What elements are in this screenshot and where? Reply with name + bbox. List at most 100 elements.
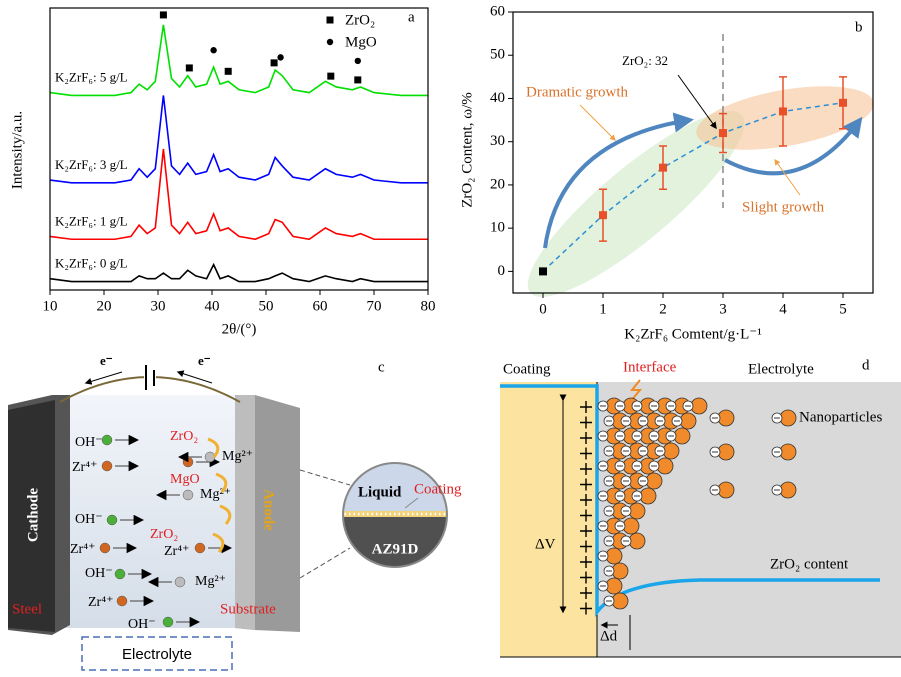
species: OH⁻ <box>75 512 103 527</box>
species: OH⁻ <box>75 435 103 450</box>
particle <box>780 482 796 498</box>
ion-ball <box>115 569 125 579</box>
y-axis-label: Intensity/a.u. <box>9 111 25 189</box>
panel-d: Coating Interface Electrolyte d Nanopart… <box>500 357 901 657</box>
marker <box>225 68 232 75</box>
particle <box>606 578 622 594</box>
x-tick-label: 5 <box>839 301 847 317</box>
series-label: K₂ZrF₆: 0 g/L <box>55 256 128 271</box>
marker <box>186 64 193 71</box>
ion-ball <box>107 515 117 525</box>
electrolyte-label: Electrolyte <box>122 646 192 663</box>
marker <box>354 76 361 83</box>
species: Mg²⁺ <box>222 449 253 464</box>
nanoparticles-label: Nanoparticles <box>799 409 882 425</box>
electron-label: e⁻ <box>100 353 113 368</box>
particle <box>680 413 696 429</box>
y-tick-label: 0 <box>498 263 506 279</box>
ion-ball <box>100 543 110 553</box>
species: Mg²⁺ <box>195 574 226 589</box>
particle <box>718 482 734 498</box>
zoom-line <box>300 548 350 578</box>
species: Zr⁴⁺ <box>88 595 113 610</box>
particle <box>606 548 622 564</box>
annotation-arrow <box>775 160 800 195</box>
series-label: K₂ZrF₆: 3 g/L <box>55 157 128 172</box>
thickness-label: Δd <box>600 628 618 644</box>
y-tick-label: 20 <box>490 176 505 192</box>
marker <box>160 11 167 18</box>
anode-label: Anode <box>261 489 277 531</box>
particle <box>663 443 679 459</box>
ion-ball <box>183 457 193 467</box>
species: OH⁻ <box>128 617 156 632</box>
species: OH⁻ <box>85 566 113 581</box>
potential-label: ΔV <box>535 536 556 552</box>
y-tick-label: 30 <box>490 133 505 149</box>
x-tick-label: 20 <box>97 298 112 314</box>
particle <box>674 428 690 444</box>
electrolyte-label: Electrolyte <box>748 361 814 377</box>
zoom-line <box>300 470 350 485</box>
species: Zr⁴⁺ <box>70 542 95 557</box>
panel-label: a <box>408 9 415 25</box>
marker <box>277 54 283 60</box>
species: Mg²⁺ <box>200 487 231 502</box>
particle <box>718 410 734 426</box>
marker <box>271 59 278 66</box>
y-tick-label: 60 <box>490 3 505 19</box>
particle <box>718 444 734 460</box>
ion-ball <box>195 543 205 553</box>
electron-label: e⁻ <box>198 353 211 368</box>
x-tick-label: 2 <box>659 301 667 317</box>
annotation-arrow <box>580 105 615 140</box>
x-tick-label: 60 <box>313 298 328 314</box>
particle <box>629 503 645 519</box>
panel-label: d <box>862 357 870 373</box>
x-tick-label: 10 <box>43 298 58 314</box>
anode-material: Substrate <box>220 601 276 617</box>
marker <box>355 58 361 64</box>
point <box>839 99 847 107</box>
zoom-inset <box>340 460 450 575</box>
panel-c: e⁻ e⁻ c Cathode Anode Steel Substrate El… <box>8 353 462 670</box>
particle <box>623 518 639 534</box>
cathode-label: Cathode <box>25 488 41 543</box>
x-tick-label: 3 <box>719 301 727 317</box>
ion-ball <box>117 596 127 606</box>
annotation: ZrO₂: 32 <box>622 53 668 68</box>
species: ZrO₂ <box>170 429 198 444</box>
panel-label: b <box>855 19 863 35</box>
ion-ball <box>205 452 215 462</box>
x-tick-label: 70 <box>367 298 382 314</box>
y-tick-label: 40 <box>490 90 505 106</box>
inset-substrate: AZ91D <box>372 541 419 557</box>
series-label: K₂ZrF₆: 1 g/L <box>55 213 128 228</box>
x-tick-label: 1 <box>599 301 607 317</box>
charts: K₂ZrF₆: 5 g/LK₂ZrF₆: 3 g/LK₂ZrF₆: 1 g/LK… <box>9 3 878 342</box>
particle <box>691 398 707 414</box>
species: Zr⁴⁺ <box>72 460 97 475</box>
coating-region <box>500 382 597 657</box>
ion-ball <box>183 490 193 500</box>
annotation: Dramatic growth <box>526 84 629 100</box>
particle <box>780 410 796 426</box>
species: Zr⁴⁺ <box>164 544 189 559</box>
particle <box>640 488 656 504</box>
point <box>779 107 787 115</box>
particle <box>646 473 662 489</box>
interface-label: Interface <box>623 359 677 375</box>
particle <box>780 444 796 460</box>
legend-label: MgO <box>345 34 377 50</box>
x-tick-label: 50 <box>259 298 274 314</box>
content-label: ZrO₂ content <box>770 556 849 572</box>
marker <box>210 47 216 53</box>
species: MgO <box>170 472 200 487</box>
x-tick-label: 80 <box>421 298 436 314</box>
inset-coating: Coating <box>414 481 462 497</box>
y-axis-label: ZrO₂ Content, ω/% <box>459 92 475 208</box>
figure: K₂ZrF₆: 5 g/LK₂ZrF₆: 3 g/LK₂ZrF₆: 1 g/LK… <box>0 0 901 677</box>
y-tick-label: 10 <box>490 220 505 236</box>
species: ZrO₂ <box>150 527 178 542</box>
x-tick-label: 4 <box>779 301 787 317</box>
